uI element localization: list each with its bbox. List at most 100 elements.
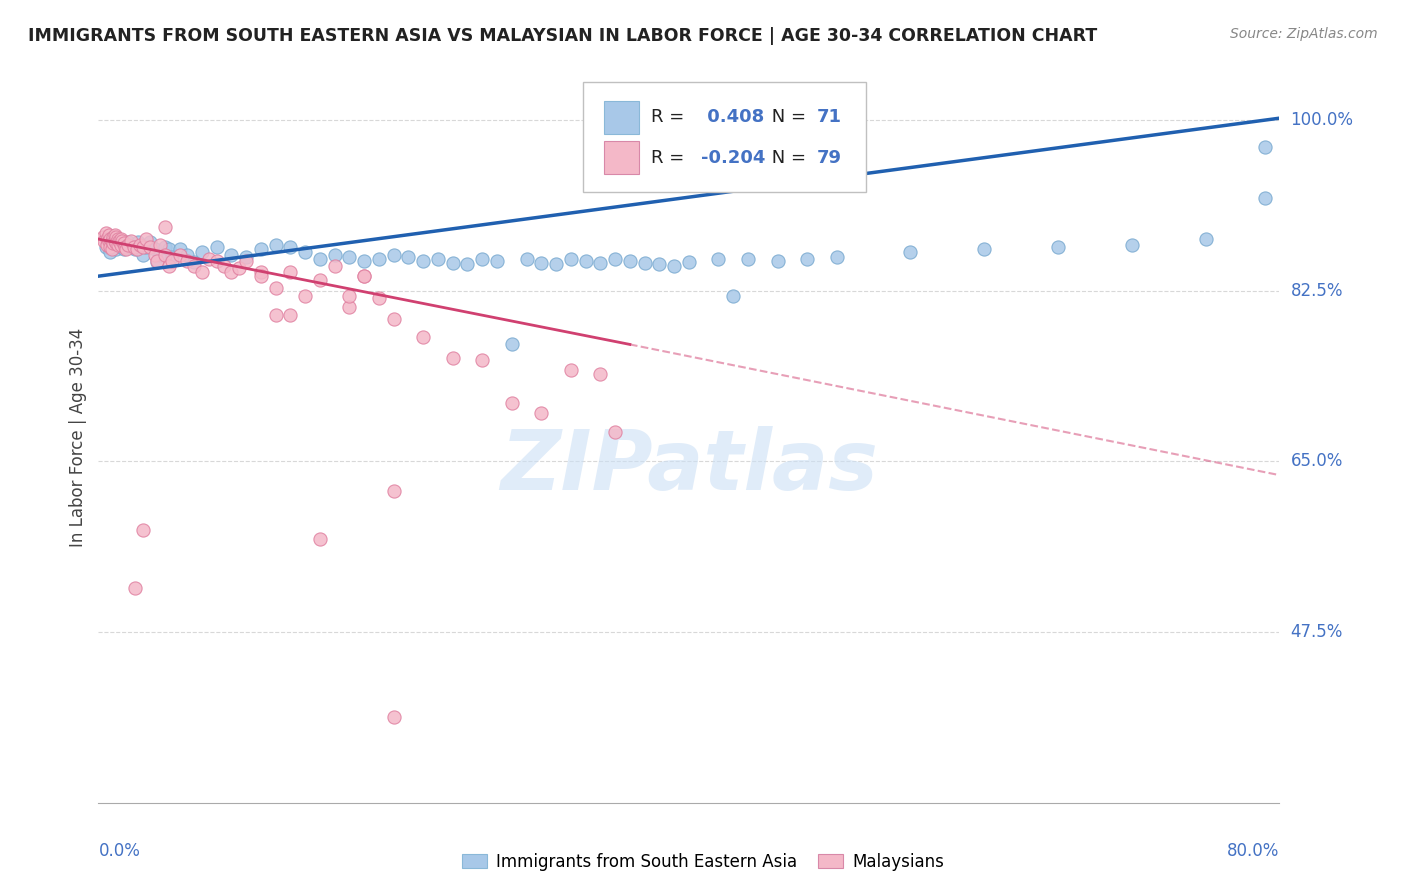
- Point: [103, 230, 125, 244]
- Text: 65.0%: 65.0%: [1291, 452, 1343, 470]
- Point: [353, 253, 375, 268]
- FancyBboxPatch shape: [605, 101, 640, 134]
- Point: [120, 240, 142, 254]
- Point: [97, 228, 120, 243]
- FancyBboxPatch shape: [582, 82, 866, 192]
- Point: [105, 230, 128, 244]
- Point: [153, 240, 176, 254]
- Point: [353, 269, 375, 284]
- Point: [91, 230, 114, 244]
- Point: [235, 253, 257, 268]
- Point: [471, 353, 494, 368]
- Point: [162, 250, 183, 264]
- Point: [264, 281, 287, 295]
- Point: [143, 248, 166, 262]
- Point: [530, 406, 553, 420]
- Point: [294, 244, 316, 259]
- Point: [280, 240, 302, 254]
- Point: [98, 232, 121, 246]
- Point: [427, 252, 450, 266]
- Point: [471, 252, 494, 266]
- Point: [560, 252, 582, 266]
- Point: [122, 240, 145, 254]
- Point: [441, 255, 464, 269]
- Text: 100.0%: 100.0%: [1291, 112, 1354, 129]
- Text: 47.5%: 47.5%: [1291, 624, 1343, 641]
- Point: [605, 425, 627, 440]
- Point: [191, 244, 214, 259]
- Point: [96, 232, 118, 246]
- Point: [294, 288, 316, 302]
- Point: [183, 260, 205, 274]
- Point: [323, 248, 346, 262]
- Point: [309, 252, 332, 266]
- Point: [98, 240, 121, 254]
- Point: [107, 232, 129, 246]
- Point: [560, 363, 582, 377]
- Point: [382, 248, 405, 262]
- Y-axis label: In Labor Force | Age 30-34: In Labor Force | Age 30-34: [69, 327, 87, 547]
- Point: [132, 240, 155, 254]
- Point: [112, 235, 135, 250]
- Point: [723, 288, 745, 302]
- Point: [280, 265, 302, 279]
- Point: [1254, 140, 1277, 154]
- Text: 71: 71: [817, 109, 842, 127]
- Point: [339, 288, 361, 302]
- Point: [678, 254, 700, 268]
- Point: [139, 240, 162, 254]
- Point: [153, 220, 176, 235]
- Point: [169, 242, 191, 256]
- Point: [648, 257, 671, 271]
- Point: [125, 242, 148, 256]
- Point: [250, 269, 273, 284]
- Point: [169, 248, 191, 262]
- Point: [353, 269, 375, 284]
- Point: [339, 301, 361, 315]
- Point: [501, 337, 523, 351]
- Text: 0.0%: 0.0%: [98, 842, 141, 860]
- Text: 82.5%: 82.5%: [1291, 282, 1343, 300]
- Point: [107, 238, 129, 252]
- Point: [153, 248, 176, 262]
- Point: [382, 710, 405, 724]
- Point: [157, 260, 180, 274]
- Point: [264, 238, 287, 252]
- Point: [516, 252, 538, 266]
- Point: [264, 308, 287, 322]
- Point: [382, 483, 405, 498]
- Point: [132, 248, 155, 262]
- Point: [205, 253, 228, 268]
- Point: [235, 250, 257, 264]
- Point: [323, 260, 346, 274]
- Point: [104, 228, 127, 243]
- Point: [368, 291, 391, 305]
- Point: [143, 242, 166, 256]
- Point: [149, 238, 172, 252]
- Point: [146, 253, 169, 268]
- Point: [114, 240, 136, 254]
- Point: [108, 234, 131, 248]
- Point: [157, 242, 180, 256]
- Point: [97, 234, 120, 248]
- Text: -0.204: -0.204: [700, 149, 765, 167]
- Point: [114, 238, 136, 252]
- FancyBboxPatch shape: [605, 141, 640, 174]
- Point: [486, 253, 509, 268]
- Point: [501, 396, 523, 410]
- Point: [1046, 240, 1070, 254]
- Point: [457, 257, 479, 271]
- Text: N =: N =: [766, 149, 811, 167]
- Point: [546, 257, 568, 271]
- Point: [605, 252, 627, 266]
- Text: ZIPatlas: ZIPatlas: [501, 425, 877, 507]
- Point: [825, 250, 848, 264]
- Point: [441, 351, 464, 365]
- Point: [589, 367, 612, 381]
- Point: [124, 242, 146, 256]
- Point: [176, 253, 198, 268]
- Point: [127, 235, 149, 249]
- Text: Source: ZipAtlas.com: Source: ZipAtlas.com: [1230, 27, 1378, 41]
- Point: [183, 254, 205, 268]
- Point: [111, 234, 134, 248]
